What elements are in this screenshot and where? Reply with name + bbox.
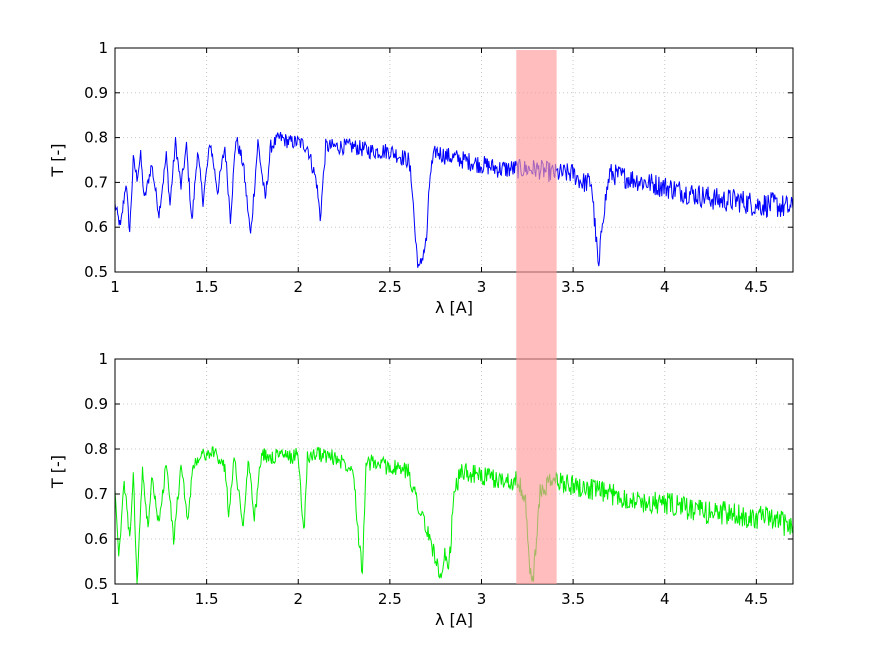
highlight-band	[516, 50, 557, 584]
x-axis-label: λ [A]	[435, 298, 473, 317]
x-tick-label: 4	[660, 278, 670, 296]
chart-2: 1 1.5 2 2.5 3 3.5 4 4.5 0.5 0.6 0.7 0.8 0.9 1 λ [A] T […	[48, 350, 794, 629]
y-tick-label: 1	[98, 350, 108, 368]
plot-area	[115, 48, 793, 272]
y-axis-label: T [-]	[48, 455, 67, 489]
x-tick-label: 3	[477, 590, 487, 608]
y-tick-label: 0.7	[84, 173, 108, 191]
series-line	[114, 446, 794, 584]
x-tick-label: 3	[477, 278, 487, 296]
x-tick-label: 4	[660, 590, 670, 608]
chart-1: 1 1.5 2 2.5 3 3.5 4 4.5 0.5 0.6 0.7 0.8 0.9 1 λ [A] T […	[48, 39, 794, 317]
x-tick-label: 1.5	[195, 278, 219, 296]
plot-area	[115, 359, 793, 584]
x-axis-label: λ [A]	[435, 610, 473, 629]
plot-frame	[114, 47, 794, 273]
y-tick-label: 0.8	[84, 440, 108, 458]
y-tick-label: 0.6	[84, 530, 108, 548]
y-tick-label: 0.9	[84, 395, 108, 413]
x-tick-label: 1	[110, 590, 120, 608]
x-tick-label: 3.5	[561, 278, 585, 296]
x-tick-label: 3.5	[561, 590, 585, 608]
x-tick-label: 2	[293, 278, 303, 296]
x-tick-label: 4.5	[744, 590, 768, 608]
series-line	[114, 131, 794, 268]
y-axis-label: T [-]	[48, 143, 67, 177]
y-tick-label: 0.6	[84, 218, 108, 236]
y-tick-label: 0.5	[84, 263, 108, 281]
y-tick-label: 0.5	[84, 575, 108, 593]
x-tick-label: 2	[293, 590, 303, 608]
y-tick-label: 0.9	[84, 84, 108, 102]
y-tick-label: 1	[98, 39, 108, 57]
x-tick-label: 2.5	[378, 278, 402, 296]
y-tick-label: 0.7	[84, 485, 108, 503]
y-tick-label: 0.8	[84, 129, 108, 147]
x-tick-label: 1.5	[195, 590, 219, 608]
x-tick-label: 4.5	[744, 278, 768, 296]
x-tick-label: 1	[110, 278, 120, 296]
x-tick-label: 2.5	[378, 590, 402, 608]
plot-frame	[114, 358, 794, 585]
